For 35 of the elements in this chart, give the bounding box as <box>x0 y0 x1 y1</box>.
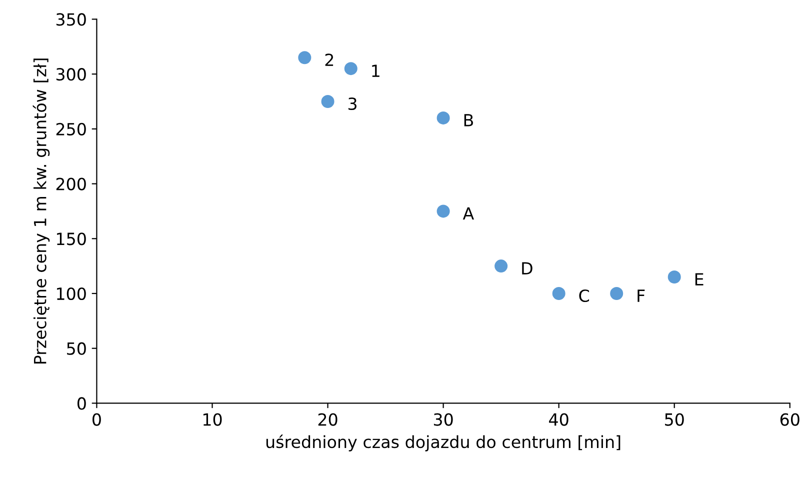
annotation: D <box>522 262 532 274</box>
y-tick-label: 200 <box>56 178 86 190</box>
y-tick-label: 50 <box>67 342 86 355</box>
point <box>494 260 508 273</box>
annotation: A <box>462 207 474 220</box>
y-tick-label: 300 <box>56 68 86 81</box>
point <box>668 270 681 284</box>
y-tick-label: 0 <box>77 397 86 410</box>
x-tick-label: 60 <box>780 413 800 426</box>
point <box>344 62 358 76</box>
annotation: F <box>638 290 645 302</box>
x-tick-label: 50 <box>665 413 684 426</box>
point <box>552 286 566 300</box>
x-tick-label: 10 <box>203 413 222 426</box>
x-tick-label: 0 <box>92 413 101 426</box>
annotation: 2 <box>325 54 334 66</box>
point <box>321 94 334 108</box>
y-tick-label: 150 <box>57 232 86 246</box>
point <box>436 111 450 124</box>
annotation: E <box>695 273 704 286</box>
x-tick-label: 30 <box>434 413 453 426</box>
annotation: 1 <box>372 64 380 77</box>
x-tick-label: 40 <box>549 413 568 426</box>
annotation: B <box>464 114 473 126</box>
y-tick-label: 100 <box>57 287 86 300</box>
annotation: 3 <box>348 97 356 110</box>
x-axis-title: uśredniony czas dojazdu do centrum [min] <box>266 434 620 452</box>
y-axis-title: Przeciętne ceny 1 m kw. gruntów [zł] <box>32 58 50 364</box>
point <box>436 204 450 218</box>
point <box>610 286 624 300</box>
point <box>298 51 312 64</box>
y-tick-label: 250 <box>56 122 86 136</box>
x-tick-label: 20 <box>318 413 338 426</box>
y-tick-label: 350 <box>56 13 86 26</box>
annotation: C <box>579 289 590 302</box>
